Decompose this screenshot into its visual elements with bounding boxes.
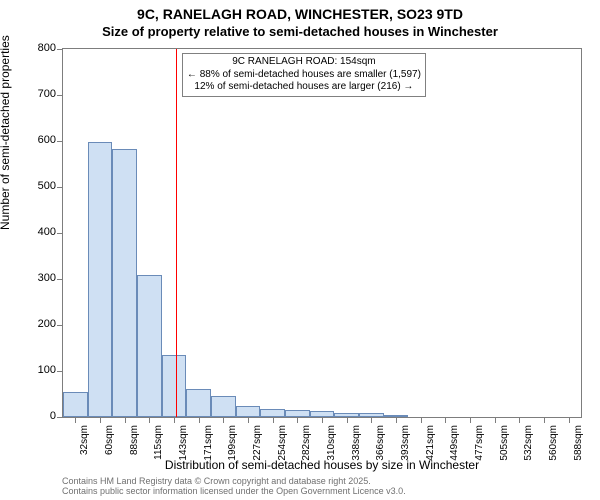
xtick-mark bbox=[347, 418, 348, 423]
histogram-bar bbox=[334, 413, 359, 417]
histogram-bar bbox=[310, 411, 335, 417]
chart-title-line1: 9C, RANELAGH ROAD, WINCHESTER, SO23 9TD bbox=[0, 6, 600, 22]
annotation-box: 9C RANELAGH ROAD: 154sqm ← 88% of semi-d… bbox=[182, 53, 426, 97]
histogram-bar bbox=[137, 275, 162, 417]
ytick-label: 500 bbox=[22, 180, 56, 192]
xtick-mark bbox=[223, 418, 224, 423]
reference-line bbox=[176, 49, 177, 417]
histogram-bar bbox=[88, 142, 113, 417]
chart-container: 9C, RANELAGH ROAD, WINCHESTER, SO23 9TD … bbox=[0, 0, 600, 500]
xtick-mark bbox=[470, 418, 471, 423]
histogram-bar bbox=[236, 406, 261, 418]
ytick-label: 700 bbox=[22, 88, 56, 100]
ytick-label: 300 bbox=[22, 272, 56, 284]
footnote-line2: Contains public sector information licen… bbox=[62, 486, 582, 496]
histogram-bar bbox=[112, 149, 137, 417]
annotation-line1: 9C RANELAGH ROAD: 154sqm bbox=[187, 56, 421, 69]
xtick-mark bbox=[569, 418, 570, 423]
y-axis-label: Number of semi-detached properties bbox=[0, 35, 12, 230]
xtick-mark bbox=[149, 418, 150, 423]
xtick-mark bbox=[371, 418, 372, 423]
xtick-mark bbox=[396, 418, 397, 423]
annotation-line2: ← 88% of semi-detached houses are smalle… bbox=[187, 69, 421, 82]
xtick-mark bbox=[273, 418, 274, 423]
x-axis-label: Distribution of semi-detached houses by … bbox=[62, 458, 582, 472]
ytick-label: 400 bbox=[22, 226, 56, 238]
chart-title-line2: Size of property relative to semi-detach… bbox=[0, 24, 600, 39]
xtick-mark bbox=[519, 418, 520, 423]
histogram-bar bbox=[186, 389, 211, 417]
histogram-bar bbox=[384, 415, 409, 417]
annotation-line3: 12% of semi-detached houses are larger (… bbox=[187, 81, 421, 94]
xtick-mark bbox=[421, 418, 422, 423]
histogram-bar bbox=[211, 396, 236, 417]
xtick-mark bbox=[495, 418, 496, 423]
ytick-label: 100 bbox=[22, 364, 56, 376]
xtick-mark bbox=[75, 418, 76, 423]
histogram-bar bbox=[260, 409, 285, 417]
xtick-mark bbox=[199, 418, 200, 423]
footnote-line1: Contains HM Land Registry data © Crown c… bbox=[62, 476, 582, 486]
ytick-label: 200 bbox=[22, 318, 56, 330]
xtick-mark bbox=[297, 418, 298, 423]
histogram-bar bbox=[285, 410, 310, 417]
histogram-bar bbox=[162, 355, 187, 417]
ytick-label: 0 bbox=[22, 410, 56, 422]
xtick-mark bbox=[248, 418, 249, 423]
ytick-label: 800 bbox=[22, 42, 56, 54]
xtick-mark bbox=[174, 418, 175, 423]
histogram-bar bbox=[359, 413, 384, 417]
xtick-mark bbox=[544, 418, 545, 423]
xtick-mark bbox=[125, 418, 126, 423]
xtick-mark bbox=[445, 418, 446, 423]
xtick-mark bbox=[100, 418, 101, 423]
plot-area: 9C RANELAGH ROAD: 154sqm ← 88% of semi-d… bbox=[62, 48, 582, 418]
footnote: Contains HM Land Registry data © Crown c… bbox=[62, 476, 582, 497]
ytick-label: 600 bbox=[22, 134, 56, 146]
xtick-mark bbox=[322, 418, 323, 423]
histogram-bar bbox=[63, 392, 88, 417]
